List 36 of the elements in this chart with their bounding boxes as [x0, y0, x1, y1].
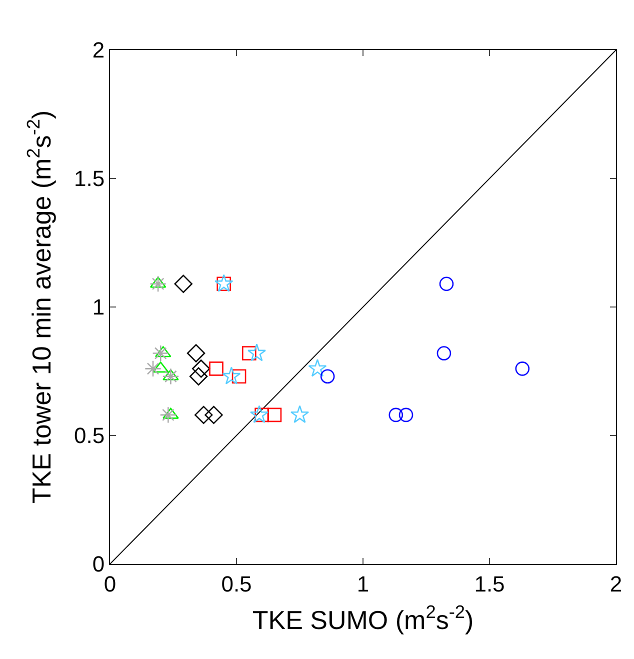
point	[308, 358, 327, 377]
point	[436, 346, 452, 360]
y-tick-label: 1	[92, 294, 105, 320]
point	[150, 275, 167, 292]
point	[192, 360, 210, 378]
point	[194, 406, 213, 424]
y-tick-label: 0	[92, 552, 105, 577]
point	[160, 406, 177, 424]
y-tick-label: 0.5	[74, 423, 105, 448]
y-tick-label: 1.5	[74, 166, 105, 192]
point	[320, 369, 335, 384]
point	[398, 408, 414, 422]
point	[247, 344, 266, 362]
point	[152, 344, 170, 362]
point	[222, 366, 241, 384]
point	[204, 406, 223, 424]
x-tick-label: 1.5	[474, 571, 505, 596]
point	[144, 360, 162, 378]
point	[232, 369, 246, 384]
point	[174, 274, 192, 293]
point	[250, 405, 269, 423]
point	[189, 367, 208, 386]
point	[186, 344, 206, 362]
point	[290, 405, 310, 423]
point	[242, 346, 256, 360]
point	[209, 362, 224, 376]
x-tick-label: 1	[356, 571, 370, 596]
x-tick-label: 2	[610, 571, 622, 596]
x-tick-label: 0.5	[221, 571, 252, 596]
point	[439, 276, 454, 292]
point	[162, 368, 180, 385]
point	[388, 408, 404, 422]
point	[267, 408, 282, 422]
point	[515, 362, 530, 376]
y-tick-label: 2	[92, 38, 105, 63]
x-axis-title: TKE SUMO (m$^{2}$s$^{-2}$)	[252, 602, 474, 636]
